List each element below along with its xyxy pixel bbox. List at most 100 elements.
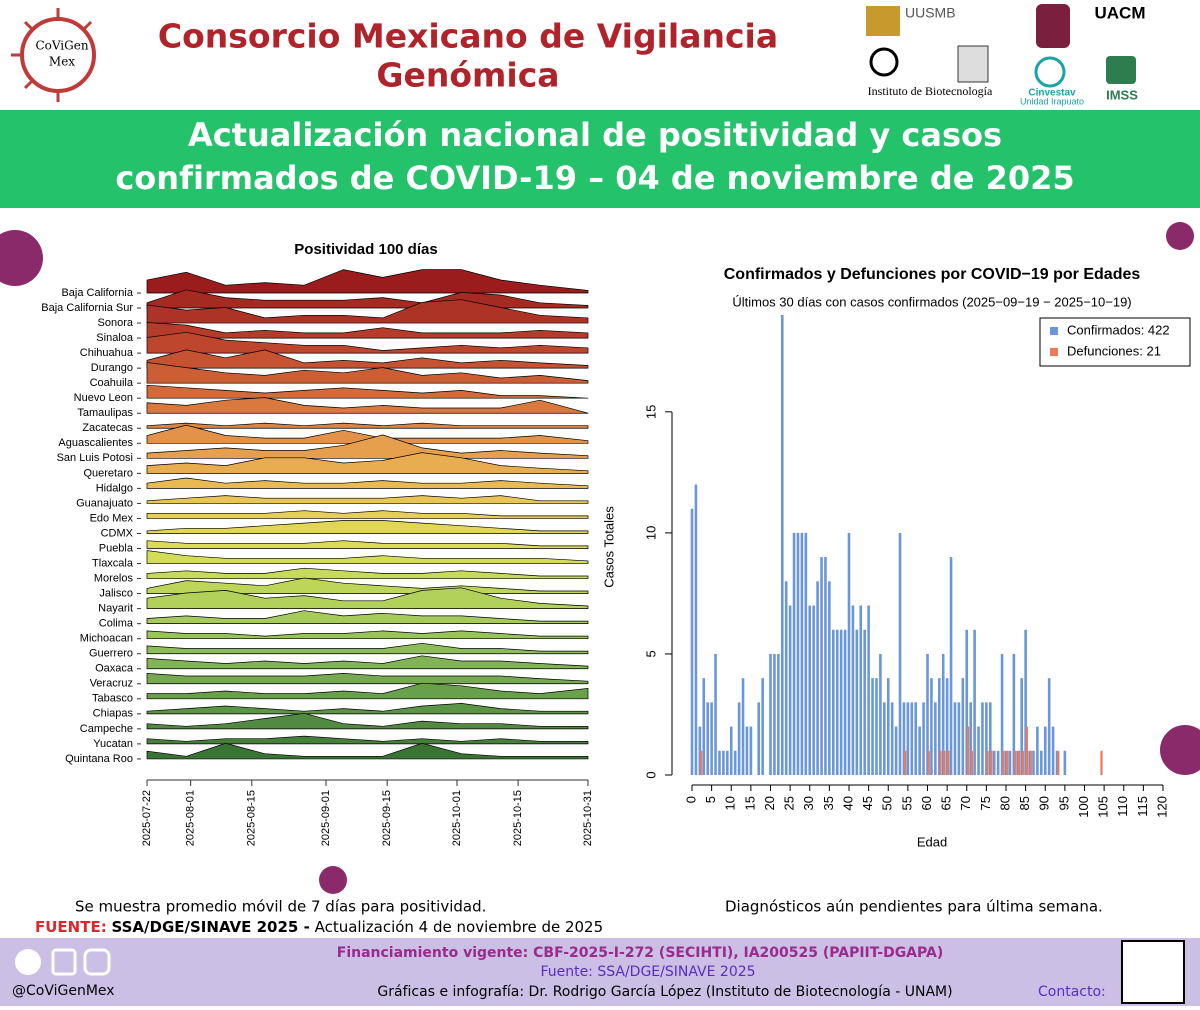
x-tick-label: 2025-09-01 xyxy=(320,790,332,846)
bar xyxy=(1028,750,1031,775)
ridge-area xyxy=(146,703,589,715)
x-tick-label: 75 xyxy=(978,796,993,810)
virus-decoration xyxy=(0,222,1200,894)
x-tick-label: 2025-09-15 xyxy=(381,790,393,846)
y-tick-label: Sonora xyxy=(98,317,134,329)
chart-title: Positividad 100 días xyxy=(294,241,437,258)
ridge-area xyxy=(146,434,589,459)
bar xyxy=(824,557,827,775)
x-tick-label: 60 xyxy=(919,796,934,810)
bar xyxy=(714,653,717,775)
bar xyxy=(910,702,914,775)
ridge-area xyxy=(146,477,589,489)
bar xyxy=(690,508,694,775)
bar xyxy=(1002,750,1005,775)
y-tick-label: Baja California Sur xyxy=(41,302,133,314)
source-line: FUENTE: SSA/DGE/SINAVE 2025 - Actualizac… xyxy=(35,918,603,936)
bar xyxy=(1006,750,1009,775)
partner-name: IMSS xyxy=(1106,87,1138,102)
ridge-area xyxy=(146,299,589,324)
bar xyxy=(871,678,874,775)
bar xyxy=(1012,653,1016,775)
bar xyxy=(1008,750,1012,775)
bar xyxy=(906,702,910,775)
bar xyxy=(1055,750,1059,775)
footer-contact[interactable]: Contacto: xyxy=(1038,984,1106,1000)
ridge-area xyxy=(146,712,589,730)
x-tick-label: 30 xyxy=(801,796,816,810)
partner-name: UUSMB xyxy=(905,5,956,21)
bar xyxy=(694,484,698,775)
x-tick-label: 90 xyxy=(1037,796,1052,810)
x-tick-label: 5 xyxy=(703,796,718,803)
y-axis-label: Casos Totales xyxy=(601,506,616,588)
bar xyxy=(1029,750,1032,775)
y-tick-label: Tamaulipas xyxy=(77,407,133,419)
bar xyxy=(808,605,812,775)
y-tick-label: Zacatecas xyxy=(82,422,133,434)
y-tick-label: CDMX xyxy=(101,527,134,539)
bar xyxy=(867,605,870,775)
bar xyxy=(985,702,988,775)
banner-text: confirmados de COVID-19 – 04 de noviembr… xyxy=(115,159,1074,197)
note: Se muestra promedio móvil de 7 días para… xyxy=(75,898,486,916)
bar xyxy=(886,678,890,775)
ridge-area xyxy=(146,331,589,354)
bar xyxy=(741,678,745,775)
bar xyxy=(1036,726,1039,775)
bar xyxy=(729,726,733,775)
note: Diagnósticos aún pendientes para última … xyxy=(725,898,1103,916)
ridge-area xyxy=(146,495,589,504)
bar xyxy=(939,750,942,775)
ridge-area xyxy=(146,322,589,339)
footer-handle[interactable]: @CoViGenMex xyxy=(12,983,115,999)
ridge-area xyxy=(146,567,589,579)
y-tick-label: Durango xyxy=(91,362,133,374)
ridge-area xyxy=(146,422,589,429)
y-tick-label: Guanajuato xyxy=(76,497,133,509)
bar xyxy=(1100,750,1103,775)
bar xyxy=(894,726,898,775)
bar xyxy=(934,702,937,775)
source: SSA/DGE/SINAVE 2025 - xyxy=(112,918,310,936)
bar xyxy=(957,702,961,775)
bar xyxy=(945,678,949,775)
banner xyxy=(0,110,1200,208)
x-tick-label: 65 xyxy=(939,796,954,810)
chart-title: Confirmados y Defunciones por COVID−19 p… xyxy=(724,266,1141,283)
x-tick-label: 2025-07-22 xyxy=(141,790,153,846)
bar-chart: Confirmados y Defunciones por COVID−19 p… xyxy=(601,266,1191,849)
ridge-area xyxy=(146,397,589,414)
bar xyxy=(977,726,980,775)
covigen-logo: CoViGen Mex xyxy=(11,8,96,102)
bar xyxy=(1021,750,1025,775)
bar xyxy=(816,581,819,775)
bar xyxy=(943,750,946,775)
header-title: Consorcio Mexicano de Vigilancia xyxy=(158,17,778,56)
x-tick-label: 2025-10-01 xyxy=(451,790,463,846)
x-tick-label: 2025-08-01 xyxy=(185,790,197,846)
bar xyxy=(1032,750,1035,775)
bar xyxy=(812,605,815,775)
bar xyxy=(863,629,866,775)
logo-text: CoViGen xyxy=(35,39,88,53)
bar xyxy=(926,653,929,775)
bar xyxy=(953,702,957,775)
bar xyxy=(796,532,800,775)
y-tick-label: Tabasco xyxy=(92,693,133,705)
bar xyxy=(937,678,941,775)
social-icons xyxy=(15,948,111,976)
bar xyxy=(745,726,749,775)
bar xyxy=(898,532,902,775)
x-tick-label: 80 xyxy=(997,796,1012,810)
qr-code[interactable] xyxy=(1121,940,1185,1004)
ridgeline-chart: Positividad 100 días Baja California Baja… xyxy=(41,241,594,846)
y-tick-label: Colima xyxy=(99,618,134,630)
bar xyxy=(949,557,953,775)
x-tick-label: 0 xyxy=(683,796,698,803)
bar xyxy=(1047,678,1051,775)
bar xyxy=(784,581,788,775)
footer xyxy=(0,938,1200,1006)
